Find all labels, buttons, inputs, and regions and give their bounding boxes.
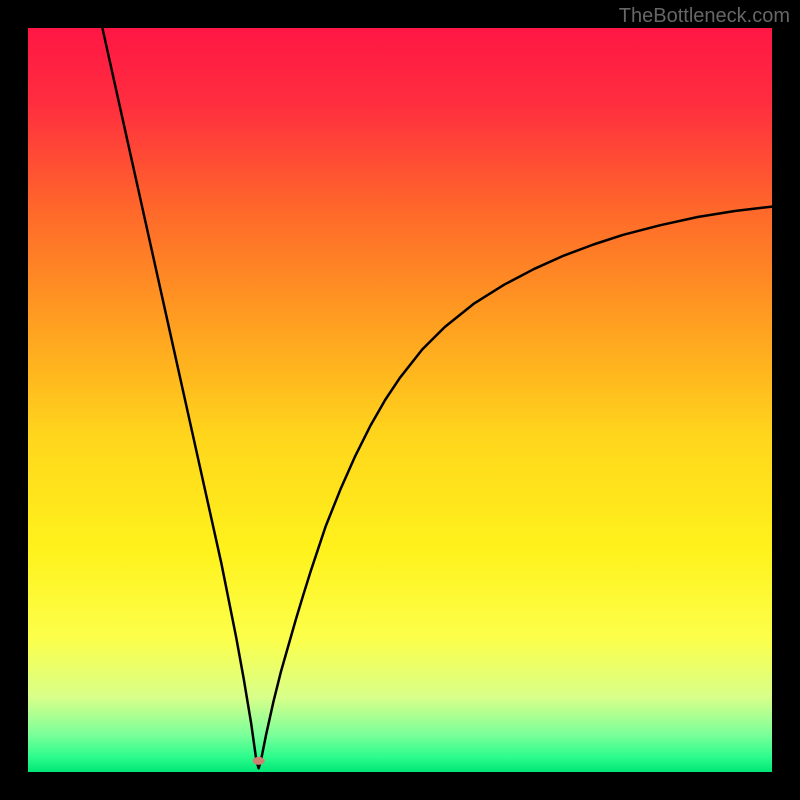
optimal-point-marker (253, 757, 265, 765)
chart-background (28, 28, 772, 772)
watermark-text: TheBottleneck.com (619, 5, 790, 28)
chart-container (28, 28, 772, 772)
bottleneck-chart (28, 28, 772, 772)
